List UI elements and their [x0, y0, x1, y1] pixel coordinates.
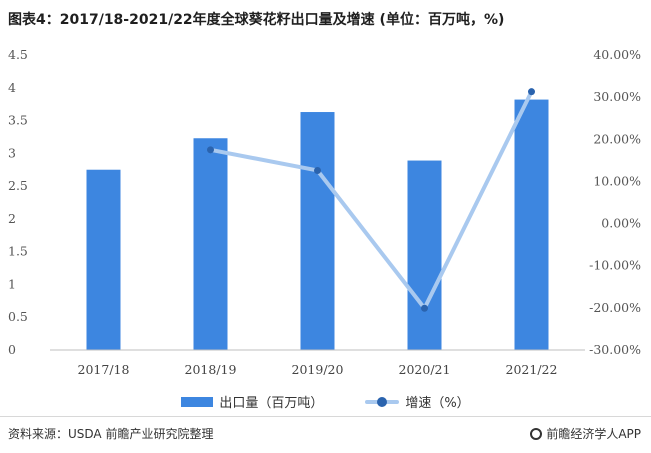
- legend-bar-swatch: [181, 396, 214, 407]
- chart-title: 图表4：2017/18-2021/22年度全球葵花籽出口量及增速 (单位：百万吨…: [8, 12, 505, 28]
- right-axis: -30.00% -20.00% -10.00% 0.00% 10.00% 20.00% 30…: [589, 47, 641, 357]
- legend-line-swatch: [365, 396, 400, 407]
- growth-point: [207, 146, 214, 154]
- source-note: 资料来源：USDA 前瞻产业研究院整理: [8, 427, 214, 441]
- category-label: 2020/21: [399, 362, 451, 377]
- growth-point: [421, 304, 428, 312]
- right-axis-tick-label: 10.00%: [593, 173, 641, 188]
- left-axis: 0 0.5 1 1.5 2 2.5 3 3.5 4 4.5: [8, 47, 28, 357]
- right-axis-tick-label: -30.00%: [589, 342, 641, 357]
- growth-point: [528, 88, 535, 96]
- legend: 出口量（百万吨） 增速（%）: [0, 392, 651, 411]
- left-axis-tick-label: 0: [8, 342, 16, 357]
- legend-line-label: 增速（%）: [405, 396, 470, 411]
- bar-series: [86, 99, 549, 351]
- category-axis: 2017/18 2018/19 2019/20 2020/21 2021/22: [78, 362, 558, 377]
- brand-logo-icon: [530, 427, 543, 440]
- legend-item-line: 增速（%）: [365, 392, 470, 411]
- legend-item-bar: 出口量（百万吨）: [181, 392, 323, 411]
- bar: [193, 138, 228, 350]
- legend-bar-label: 出口量（百万吨）: [219, 396, 324, 411]
- left-axis-tick-label: 4: [8, 80, 16, 95]
- right-axis-tick-label: 40.00%: [593, 47, 641, 62]
- left-axis-tick-label: 3.5: [8, 113, 28, 128]
- bar: [514, 99, 549, 350]
- left-axis-tick-label: 4.5: [8, 47, 28, 62]
- brand-mark: 前瞻经济学人APP: [530, 425, 641, 442]
- left-axis-tick-label: 2: [8, 211, 16, 226]
- right-axis-tick-label: 20.00%: [593, 131, 641, 146]
- category-label: 2021/22: [506, 362, 558, 377]
- left-axis-tick-label: 3: [8, 145, 16, 160]
- category-label: 2017/18: [78, 362, 130, 377]
- growth-line: [208, 89, 534, 311]
- left-axis-tick-label: 0.5: [8, 309, 28, 324]
- footer-divider: [0, 416, 651, 417]
- right-axis-tick-label: 0.00%: [601, 216, 641, 231]
- bar: [86, 169, 121, 350]
- left-axis-tick-label: 1.5: [8, 244, 28, 259]
- bar: [407, 160, 442, 350]
- right-axis-tick-label: -10.00%: [589, 258, 641, 273]
- line-series: [207, 88, 535, 312]
- brand-label: 前瞻经济学人APP: [546, 427, 641, 441]
- category-label: 2018/19: [185, 362, 237, 377]
- category-label: 2019/20: [292, 362, 344, 377]
- bar: [300, 112, 335, 351]
- left-axis-tick-label: 1: [8, 276, 16, 291]
- left-axis-tick-label: 2.5: [8, 178, 28, 193]
- right-axis-tick-label: -20.00%: [589, 300, 641, 315]
- right-axis-tick-label: 30.00%: [593, 89, 641, 104]
- growth-point: [314, 166, 321, 174]
